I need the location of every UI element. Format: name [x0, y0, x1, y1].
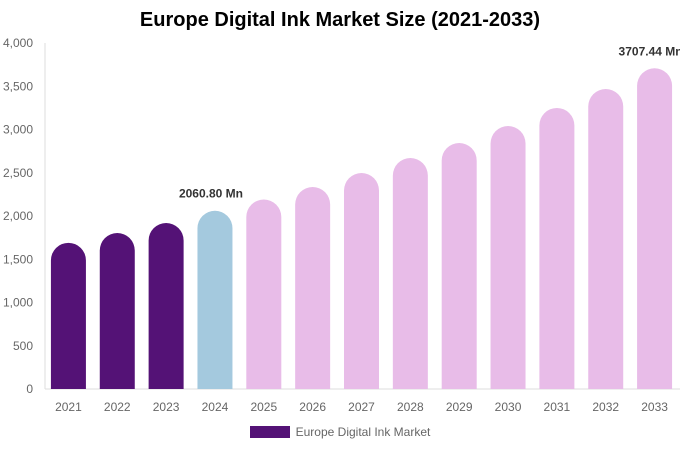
x-tick-label: 2028: [397, 400, 424, 414]
x-tick-label: 2021: [55, 400, 82, 414]
bar-2025: [246, 199, 282, 389]
bar-2030: [490, 126, 526, 389]
bar-2033: [637, 68, 673, 389]
bar-2028: [392, 158, 428, 389]
data-label-2033: 3707.44 Mn: [619, 44, 680, 58]
legend-label: Europe Digital Ink Market: [295, 425, 431, 439]
x-tick-label: 2031: [544, 400, 571, 414]
bar-2031: [539, 107, 575, 390]
y-tick-label: 0: [26, 382, 33, 396]
y-tick-label: 500: [13, 339, 33, 353]
y-tick-label: 1,500: [3, 252, 33, 266]
bar-2023: [148, 223, 184, 389]
bar-2021: [50, 242, 86, 389]
bar-2027: [344, 173, 379, 389]
x-tick-label: 2025: [250, 400, 277, 414]
chart-title: Europe Digital Ink Market Size (2021-203…: [139, 9, 541, 31]
x-tick-label: 2026: [299, 400, 326, 414]
x-tick-label: 2033: [641, 400, 668, 414]
x-tick-label: 2027: [348, 400, 375, 414]
legend: Europe Digital Ink Market: [0, 425, 680, 439]
x-tick-label: 2022: [104, 400, 131, 414]
x-tick-label: 2023: [153, 400, 180, 414]
x-tick-label: 2024: [202, 400, 229, 414]
bar-2024: [197, 210, 233, 389]
x-tick-label: 2032: [592, 400, 619, 414]
y-tick-label: 2,000: [3, 209, 33, 223]
x-tick-label: 2030: [495, 400, 522, 414]
y-tick-label: 2,500: [3, 166, 33, 180]
bar-2026: [295, 187, 331, 389]
bar-2032: [588, 89, 624, 389]
bar-2029: [441, 142, 477, 389]
y-tick-label: 1,000: [3, 296, 33, 310]
bar-2022: [99, 233, 135, 389]
y-tick-label: 3,000: [3, 123, 33, 137]
data-label-2024: 2060.80 Mn: [179, 187, 243, 201]
x-tick-label: 2029: [446, 400, 473, 414]
y-tick-label: 4,000: [3, 36, 33, 50]
y-tick-label: 3,500: [3, 79, 33, 93]
legend-swatch: [249, 426, 290, 438]
